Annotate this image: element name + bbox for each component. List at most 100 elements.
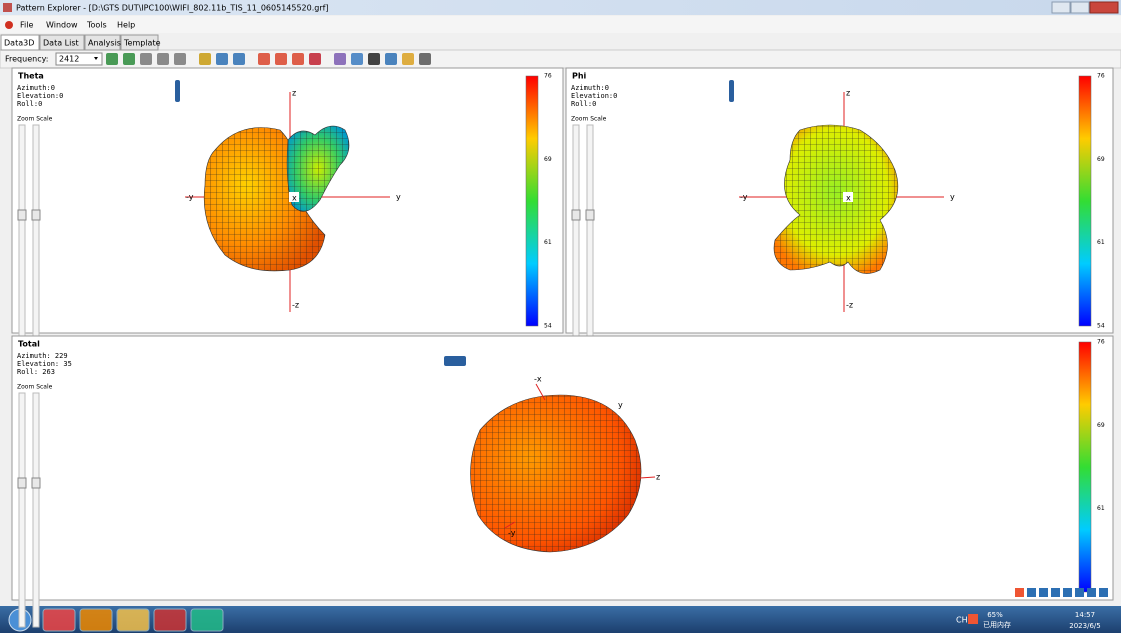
menu-icon	[5, 21, 13, 29]
tray-widget[interactable]	[1087, 588, 1096, 597]
toolbar-icon[interactable]	[385, 53, 397, 65]
3d-pattern-mesh	[470, 395, 642, 552]
taskbar-app[interactable]	[190, 608, 224, 632]
toolbar-icon[interactable]	[334, 53, 346, 65]
toolbar-icon[interactable]	[351, 53, 363, 65]
tray-widget[interactable]	[1051, 588, 1060, 597]
title-bar	[0, 0, 1121, 15]
app-icon	[3, 3, 12, 12]
dropdown-arrow	[94, 57, 98, 60]
tab[interactable]	[0, 34, 40, 51]
slider-thumb[interactable]	[31, 209, 41, 221]
toolbar-icon[interactable]	[157, 53, 169, 65]
tray-widget[interactable]	[1099, 588, 1108, 597]
tab[interactable]	[39, 34, 85, 51]
axis-label: y	[396, 193, 401, 202]
toolbar-icon[interactable]	[123, 53, 135, 65]
colorbar	[525, 75, 539, 327]
taskbar-app[interactable]	[79, 608, 113, 632]
view-elevation: Elevation:0	[17, 92, 63, 100]
colorbar-label: 69	[1097, 422, 1105, 429]
slider-track[interactable]	[32, 124, 40, 361]
toolbar-icon[interactable]	[233, 53, 245, 65]
3d-pattern-mesh	[204, 127, 325, 271]
orientation-icon	[444, 356, 466, 366]
colorbar-label: 61	[1097, 239, 1105, 246]
tray-widget[interactable]	[1063, 588, 1072, 597]
slider-track[interactable]	[32, 392, 40, 628]
tab-label: Data3D	[4, 39, 34, 48]
tray-widget[interactable]	[1015, 588, 1024, 597]
orientation-icon	[175, 80, 180, 102]
slider-thumb[interactable]	[571, 209, 581, 221]
slider-thumb[interactable]	[17, 477, 27, 489]
colorbar-label: 61	[544, 239, 552, 246]
zoom-scale-label: Zoom Scale	[17, 384, 53, 391]
menu-item[interactable]: File	[20, 21, 33, 30]
toolbar-icon[interactable]	[402, 53, 414, 65]
axis-y	[504, 521, 516, 529]
taskbar-app[interactable]	[116, 608, 150, 632]
toolbar-icon[interactable]	[258, 53, 270, 65]
3d-pattern-mesh	[287, 126, 349, 212]
toolbar-icon[interactable]	[309, 53, 321, 65]
frequency-select[interactable]	[55, 52, 103, 66]
menu-item[interactable]: Window	[46, 21, 78, 30]
axis-label: y	[950, 193, 955, 202]
toolbar-icon[interactable]	[140, 53, 152, 65]
axis-label: x	[292, 194, 297, 203]
menu-item[interactable]: Tools	[86, 21, 107, 30]
toolbar-icon[interactable]	[174, 53, 186, 65]
toolbar-icon[interactable]	[216, 53, 228, 65]
slider-thumb[interactable]	[585, 209, 595, 221]
toolbar-icon[interactable]	[199, 53, 211, 65]
slider-track[interactable]	[586, 124, 594, 361]
toolbar-icon[interactable]	[106, 53, 118, 65]
toolbar-icon[interactable]	[368, 53, 380, 65]
toolbar-icon[interactable]	[419, 53, 431, 65]
panel-title: Theta	[18, 72, 44, 81]
taskbar	[0, 606, 1121, 633]
tab[interactable]	[120, 34, 159, 51]
slider-track[interactable]	[18, 124, 26, 361]
slider-track[interactable]	[18, 392, 26, 628]
minimize-button[interactable]	[1051, 1, 1071, 14]
ime-label: CH	[956, 616, 968, 625]
close-button[interactable]	[1089, 1, 1119, 14]
taskbar-app[interactable]	[42, 608, 76, 632]
menu-item[interactable]: Help	[117, 21, 135, 30]
colorbar-label: 76	[544, 73, 552, 80]
slider-thumb[interactable]	[31, 477, 41, 489]
tab[interactable]	[84, 34, 121, 51]
tray-widget[interactable]	[1027, 588, 1036, 597]
slider-thumb[interactable]	[17, 209, 27, 221]
tray-widget[interactable]	[1039, 588, 1048, 597]
axis-label: -z	[292, 301, 299, 310]
axis-label: -y	[508, 529, 516, 538]
colorbar-label: 54	[544, 322, 552, 329]
toolbar-icon[interactable]	[292, 53, 304, 65]
view-roll: Roll:0	[571, 100, 596, 108]
zoom-scale-label: Zoom Scale	[17, 116, 53, 123]
view-elevation: Elevation: 35	[17, 360, 72, 368]
tray-widget[interactable]	[1075, 588, 1084, 597]
axis-label-box	[289, 192, 299, 202]
colorbar	[1078, 341, 1092, 593]
view-elevation: Elevation:0	[571, 92, 617, 100]
clock-time: 14:57	[1075, 611, 1095, 619]
toolbar-icons	[106, 53, 431, 65]
panel-title: Phi	[572, 72, 587, 81]
toolbar-icon[interactable]	[275, 53, 287, 65]
colorbar-label: 76	[1097, 339, 1105, 346]
maximize-button[interactable]	[1070, 1, 1090, 14]
colorbar-label: 69	[544, 156, 552, 163]
axis-label: -z	[846, 301, 853, 310]
taskbar-app[interactable]	[153, 608, 187, 632]
tab-label: Template	[123, 39, 161, 48]
zoom-scale-label: Zoom Scale	[571, 116, 607, 123]
slider-track[interactable]	[572, 124, 580, 361]
colorbar-label: 54	[1097, 322, 1105, 329]
